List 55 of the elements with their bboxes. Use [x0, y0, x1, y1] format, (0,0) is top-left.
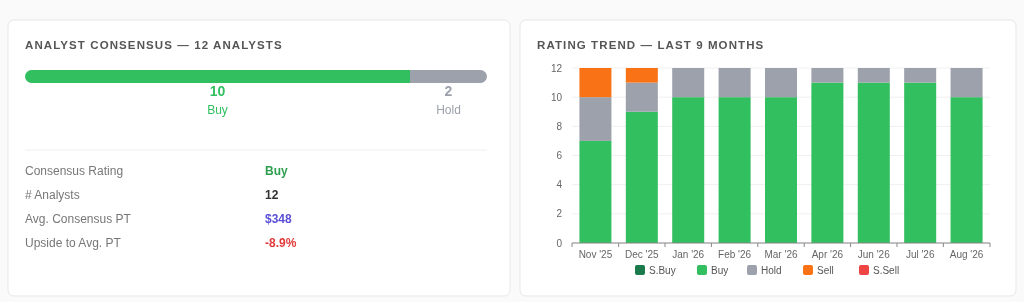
bar [625, 111, 658, 243]
text: Upside to Avg. PT [25, 236, 122, 250]
text: Buy [265, 164, 288, 178]
bar [672, 97, 705, 243]
y-tick-label: 2 [556, 208, 563, 220]
x-tick-label: Feb '26 [718, 249, 752, 260]
text: Consensus Rating [25, 164, 124, 178]
text: 12 [265, 188, 279, 202]
bar [579, 140, 612, 243]
x-tick-label: Aug '26 [949, 249, 984, 260]
legend-label: Hold [761, 265, 782, 276]
bar [579, 68, 612, 98]
bar [811, 68, 844, 83]
bar [950, 68, 983, 98]
x-tick-label: Jan '26 [672, 249, 705, 260]
bar [764, 68, 798, 98]
bar [857, 68, 890, 83]
bar [625, 68, 658, 83]
x-tick-label: Apr '26 [811, 249, 844, 260]
y-tick-label: 8 [556, 120, 563, 132]
x-tick-label: Jul '26 [905, 249, 935, 260]
series-label: Buy [207, 103, 228, 117]
x-tick-label: Dec '25 [625, 249, 660, 260]
bar [764, 97, 798, 243]
y-tick-label: 4 [556, 179, 563, 191]
text: $348 [265, 212, 293, 226]
bar [904, 82, 937, 243]
text: # Analysts [25, 188, 80, 202]
bar [950, 97, 983, 243]
legend-label: Buy [711, 265, 729, 276]
chart-title: RATING TREND — LAST 9 MONTHS [537, 39, 765, 51]
bar [857, 82, 890, 243]
y-tick-label: 12 [550, 62, 563, 74]
text: -8.9% [265, 236, 297, 250]
bar [904, 68, 937, 83]
text: Avg. Consensus PT [25, 212, 132, 226]
bar [811, 82, 844, 243]
chart-title: ANALYST CONSENSUS — 12 ANALYSTS [25, 39, 283, 51]
bar [672, 68, 705, 98]
y-tick-label: 0 [556, 237, 563, 249]
x-tick-label: Mar '26 [764, 249, 798, 260]
x-tick-label: Jun '26 [857, 249, 891, 260]
legend-label: S.Sell [873, 265, 900, 276]
bar [718, 68, 751, 98]
bar [579, 97, 612, 141]
bar [625, 82, 658, 112]
x-tick-label: Nov '25 [578, 249, 613, 260]
y-tick-label: 10 [550, 91, 563, 103]
series-label: Hold [436, 103, 461, 117]
bar [718, 97, 751, 243]
legend-label: Sell [817, 265, 834, 276]
legend-label: S.Buy [649, 265, 676, 276]
y-tick-label: 6 [556, 150, 563, 161]
data-label: 2 [444, 83, 453, 99]
data-label: 10 [209, 83, 226, 99]
